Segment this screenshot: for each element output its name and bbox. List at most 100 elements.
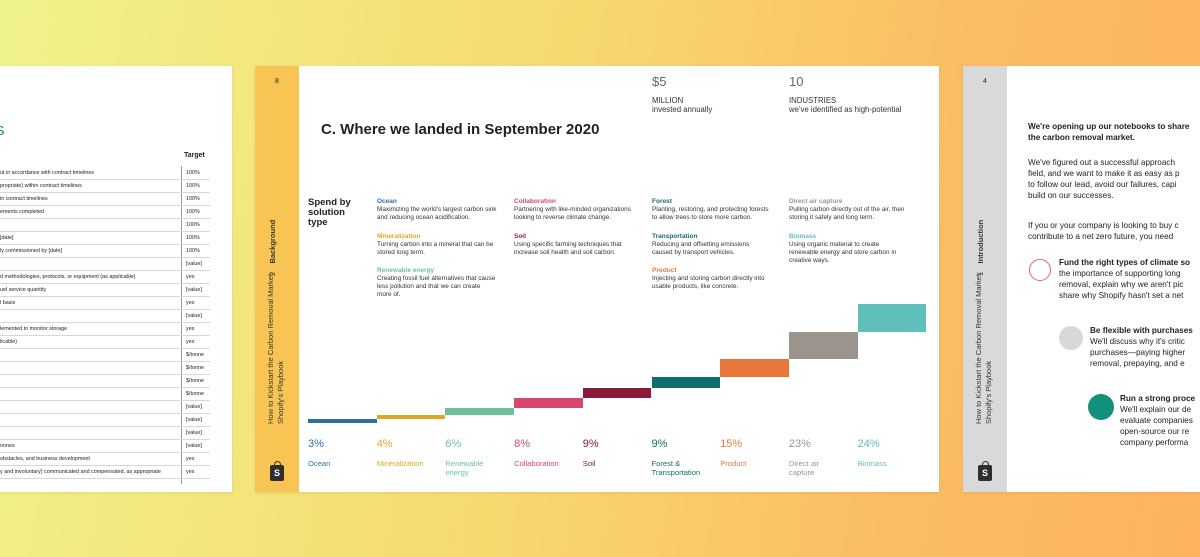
grey-circle-icon xyxy=(1059,326,1083,350)
chart-bar-7 xyxy=(720,359,789,378)
left-page-heading: s xyxy=(0,120,5,139)
category-description: creative ways. xyxy=(789,257,830,264)
table-row: [value] xyxy=(0,257,210,271)
table-row: propriate) within contract timelines 100% xyxy=(0,179,210,193)
chart-category-label: Renewable energy xyxy=(445,459,484,477)
table-row: $/tonne xyxy=(0,361,210,375)
category-description: storing it safely and long term. xyxy=(789,214,875,221)
row-target-value: 100% xyxy=(186,183,200,189)
table-row: licable) yes xyxy=(0,335,210,349)
category-title: Transportation xyxy=(652,233,698,240)
doc-title-line-2: Shopify's Playbook xyxy=(984,360,993,424)
row-target-value: $/tonne xyxy=(186,365,204,371)
chart-bar-2 xyxy=(376,414,446,420)
row-description: propriate) within contract timelines xyxy=(0,183,82,189)
page-sidebar: 8 2 Background How to Kickstart the Carb… xyxy=(255,66,299,492)
category-forest: Forest Planting, restoring, and protectin… xyxy=(652,198,786,222)
section-name: Background xyxy=(268,219,277,264)
shopify-logo-icon: S xyxy=(978,461,992,481)
row-description: onnes xyxy=(0,443,15,449)
outline-circle-icon xyxy=(1029,259,1051,281)
row-description: ements completed xyxy=(0,209,45,215)
category-description: Pulling carbon directly out of the air, … xyxy=(789,206,905,213)
row-description: [date] xyxy=(0,235,14,241)
category-description: Maximizing the world's largest carbon si… xyxy=(377,206,497,213)
table-row: ements completed 100% xyxy=(0,205,210,219)
category-ocean: Ocean Maximizing the world's largest carb… xyxy=(377,198,511,222)
row-target-value: yes xyxy=(186,326,195,332)
chart-value-label: 15% xyxy=(720,438,743,450)
stat-label-investment: MILLION invested annually xyxy=(652,96,713,114)
category-description: Using specific farming techniques that xyxy=(514,241,622,248)
intro-paragraph-2: If you or your company is looking to buy… xyxy=(1028,221,1179,241)
table-row: [value] xyxy=(0,309,210,323)
row-target-value: yes xyxy=(186,339,195,345)
section-name: Introduction xyxy=(976,219,985,264)
row-target-value: yes xyxy=(186,469,195,475)
table-row: ut in accordance with contract timelines… xyxy=(0,166,210,180)
table-row: 100% xyxy=(0,218,210,232)
row-description: ly commissioned by [date] xyxy=(0,248,63,254)
chart-bar-3 xyxy=(445,407,515,415)
chart-value-label: 6% xyxy=(445,438,462,450)
category-title: Collaboration xyxy=(514,198,556,205)
list-item: Run a strong proce We'll explain our de e… xyxy=(1120,394,1196,447)
table-row: $/tonne xyxy=(0,348,210,362)
document-title: How to Kickstart the Carbon Removal Mark… xyxy=(266,272,286,424)
category-product: Product Injecting and storing carbon dire… xyxy=(652,267,786,291)
section-label: 2 Background xyxy=(268,220,277,276)
category-title: Forest xyxy=(652,198,672,205)
doc-title-line-2: Shopify's Playbook xyxy=(276,360,285,424)
category-title: Product xyxy=(652,267,677,274)
row-target-value: yes xyxy=(186,300,195,306)
chart-bar-1 xyxy=(308,419,377,423)
row-description: obstacles, and business development xyxy=(0,456,90,462)
table-row: ly commissioned by [date] 100% xyxy=(0,244,210,258)
table-row: $/tonne xyxy=(0,374,210,388)
category-transportation: Transportation Reducing and offsetting em… xyxy=(652,233,786,257)
category-title: Direct air capture xyxy=(789,198,843,205)
right-document-page: 4 1 Introduction How to Kickstart the Ca… xyxy=(963,66,1200,492)
chart-category-label: Forest & Transportation xyxy=(651,459,701,477)
row-target-value: $/tonne xyxy=(186,391,204,397)
category-description: Partnering with like-minded organization… xyxy=(514,206,631,213)
chart-bar-5 xyxy=(582,387,652,399)
category-description: caused by transport vehicles. xyxy=(652,249,735,256)
category-description: less pollution and that we can create xyxy=(377,283,481,290)
row-description: in contract timelines xyxy=(0,196,48,202)
row-target-value: $/tonne xyxy=(186,352,204,358)
table-row: obstacles, and business development yes xyxy=(0,452,210,466)
row-target-value: 100% xyxy=(186,196,200,202)
category-description: renewable energy and store carbon in xyxy=(789,249,897,256)
table-row: l basis yes xyxy=(0,296,210,310)
chart-value-label: 8% xyxy=(514,438,530,450)
section-label: 1 Introduction xyxy=(976,220,985,276)
row-target-value: 100% xyxy=(186,222,200,228)
table-row: d methodologies, protocols, or equipment… xyxy=(0,270,210,284)
chart-value-label: 9% xyxy=(651,438,668,450)
chart-bar-4 xyxy=(514,398,583,408)
row-description: licable) xyxy=(0,339,18,345)
chart-value-label: 9% xyxy=(582,438,599,450)
row-description: lemented to monitor storage xyxy=(0,326,68,332)
chart-category-label: Collaboration xyxy=(514,459,559,468)
row-target-value: [value] xyxy=(186,417,202,423)
spend-by-type-label: Spend by solution type xyxy=(308,197,351,228)
chart-category-label: Biomass xyxy=(857,459,887,468)
row-target-value: 100% xyxy=(186,170,200,176)
table-row: y and involuntary) communicated and comp… xyxy=(0,465,210,479)
category-biomass: Biomass Using organic material to create r… xyxy=(789,233,923,265)
row-target-value: [value] xyxy=(186,313,202,319)
doc-title-line-1: How to Kickstart the Carbon Removal Mark… xyxy=(974,271,983,424)
table-row: $/tonne xyxy=(0,387,210,401)
category-description: Using organic material to create xyxy=(789,241,880,248)
row-target-value: 100% xyxy=(186,235,200,241)
row-target-value: $/tonne xyxy=(186,378,204,384)
category-description: more of. xyxy=(377,291,401,298)
doc-title-line-1: How to Kickstart the Carbon Removal Mark… xyxy=(266,271,275,424)
table-row: uel service quantity [value] xyxy=(0,283,210,297)
category-mineralization: Mineralization Turning carbon into a mine… xyxy=(377,233,511,257)
category-description: and reducing ocean acidification. xyxy=(377,214,471,221)
chart-value-label: 3% xyxy=(308,438,324,450)
target-column-header: Target xyxy=(184,152,205,159)
